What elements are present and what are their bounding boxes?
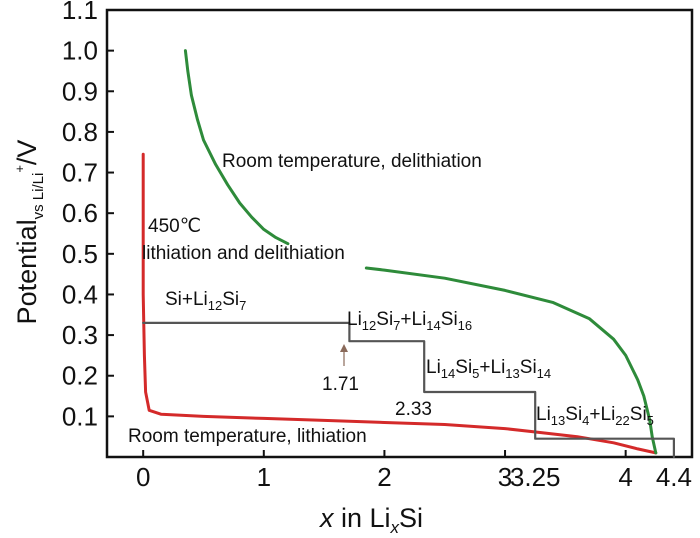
x-label-part: Si bbox=[399, 503, 423, 533]
annotation-1-71: 1.71 bbox=[322, 374, 359, 395]
y-label-part: vs Li/Li bbox=[30, 173, 47, 220]
phase-label-li14si5-li13si14: Li14Si5+Li13Si14 bbox=[426, 357, 551, 381]
formula-subscript: 7 bbox=[239, 298, 246, 313]
formula-subscript: 4 bbox=[582, 413, 589, 428]
formula-subscript: 12 bbox=[208, 298, 222, 313]
formula-part: Si bbox=[441, 309, 458, 330]
phase-label-si-li12si7: Si+Li12Si7 bbox=[165, 289, 246, 313]
formula-part: +Li bbox=[479, 357, 505, 378]
x-tick-label: 0 bbox=[136, 462, 150, 492]
y-label-part: Potential bbox=[12, 219, 42, 324]
formula-subscript: 13 bbox=[551, 413, 565, 428]
y-tick-label: 0.5 bbox=[62, 239, 98, 269]
formula-part: Li bbox=[536, 404, 551, 425]
y-tick-label: 1.1 bbox=[62, 0, 98, 25]
formula-part: Si+Li bbox=[165, 289, 208, 310]
formula-part: Si bbox=[455, 357, 472, 378]
x-tick-label: 2 bbox=[377, 462, 391, 492]
series-line-3 bbox=[364, 266, 658, 455]
x-extra-label: 4.4 bbox=[656, 462, 692, 492]
y-tick-label: 1.0 bbox=[62, 36, 98, 66]
y-tick-label: 0.7 bbox=[62, 158, 98, 188]
y-tick-label: 0.4 bbox=[62, 279, 98, 309]
formula-subscript: 14 bbox=[426, 318, 440, 333]
formula-subscript: 14 bbox=[537, 366, 551, 381]
annotation-rt-delithiation: Room temperature, delithiation bbox=[222, 151, 482, 172]
series-group bbox=[141, 49, 675, 459]
formula-subscript: 12 bbox=[362, 318, 376, 333]
formula-part: Si bbox=[630, 404, 647, 425]
y-tick-label: 0.6 bbox=[62, 198, 98, 228]
formula-part: Si bbox=[520, 357, 537, 378]
formula-part: +Li bbox=[400, 309, 426, 330]
arrow-head bbox=[340, 344, 348, 352]
formula-subscript: 14 bbox=[441, 366, 455, 381]
x-axis-label: x in LixSi bbox=[318, 503, 423, 537]
x-label-part: x bbox=[318, 503, 335, 533]
formula-subscript: 7 bbox=[393, 318, 400, 333]
y-label-part: + bbox=[12, 165, 27, 173]
formula-subscript: 13 bbox=[505, 366, 519, 381]
formula-part: Si bbox=[565, 404, 582, 425]
formula-part: Li bbox=[347, 309, 362, 330]
y-tick-label: 0.1 bbox=[62, 401, 98, 431]
annotation-rt-lithiation: Room temperature, lithiation bbox=[128, 426, 367, 447]
x-tick-label: 1 bbox=[257, 462, 271, 492]
y-tick-label: 0.3 bbox=[62, 320, 98, 350]
y-tick-label: 0.9 bbox=[62, 76, 98, 106]
y-axis-label: Potentialvs Li/Li+/V bbox=[12, 140, 47, 325]
formula-part: +Li bbox=[589, 404, 615, 425]
formula-subscript: 16 bbox=[458, 318, 472, 333]
x-tick-label: 4 bbox=[618, 462, 632, 492]
phase-label-li13si4-li22si5: Li13Si4+Li22Si5 bbox=[536, 404, 654, 428]
x-label-part: in Li bbox=[334, 503, 391, 533]
annotation-450c: 450℃ bbox=[148, 216, 201, 237]
x-extra-label: 3.25 bbox=[510, 462, 561, 492]
y-label-part: /V bbox=[12, 140, 42, 166]
series-line-4 bbox=[142, 321, 675, 459]
y-tick-label: 0.8 bbox=[62, 117, 98, 147]
formula-part: Si bbox=[222, 289, 239, 310]
formula-subscript: 5 bbox=[647, 413, 654, 428]
x-tick-label: 3 bbox=[498, 462, 512, 492]
phase-label-li12si7-li14si16: Li12Si7+Li14Si16 bbox=[347, 309, 472, 333]
ticks: 0.10.20.30.40.50.60.70.80.91.01.10 1 2 3 43.… bbox=[62, 0, 692, 492]
annotation-lithiation-delithiation: lithiation and delithiation bbox=[142, 243, 345, 264]
formula-part: Si bbox=[376, 309, 393, 330]
formula-subscript: 22 bbox=[615, 413, 629, 428]
y-tick-label: 0.2 bbox=[62, 361, 98, 391]
x-label-part: x bbox=[390, 518, 400, 537]
formula-subscript: 5 bbox=[472, 366, 479, 381]
annotation-2-33: 2.33 bbox=[395, 399, 432, 420]
formula-part: Li bbox=[426, 357, 441, 378]
series-line-2 bbox=[183, 49, 290, 246]
plot-frame bbox=[105, 8, 694, 459]
